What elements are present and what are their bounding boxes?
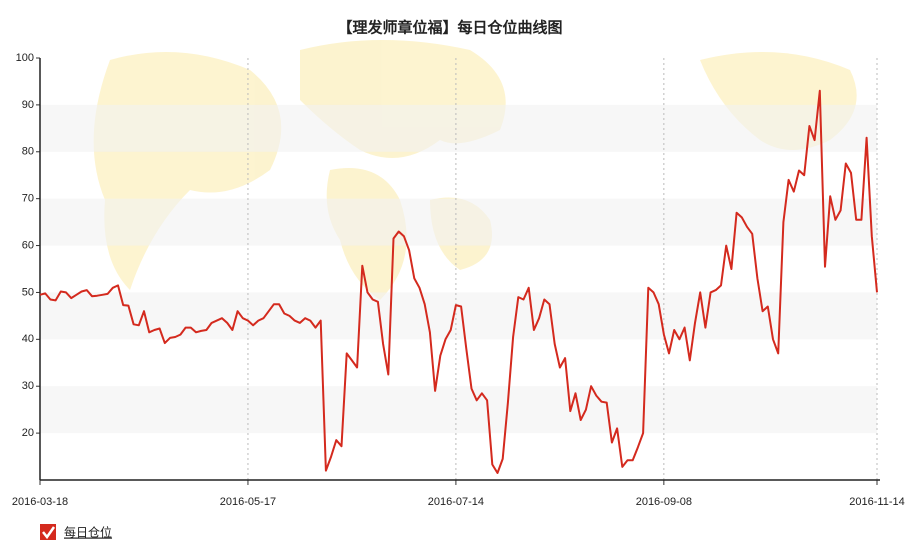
legend-label[interactable]: 每日仓位 bbox=[64, 525, 112, 540]
y-tick-label: 70 bbox=[22, 193, 34, 205]
y-tick-label: 80 bbox=[22, 146, 34, 158]
y-tick-label: 90 bbox=[22, 99, 34, 111]
series-line bbox=[39, 89, 878, 474]
grid-band bbox=[40, 292, 877, 340]
y-tick-label: 60 bbox=[22, 239, 34, 251]
check-icon bbox=[42, 526, 56, 540]
y-tick-label: 40 bbox=[22, 333, 34, 345]
map-background bbox=[93, 40, 857, 300]
grid-band bbox=[40, 386, 877, 434]
grid-band bbox=[40, 198, 877, 246]
grid-band bbox=[40, 104, 877, 152]
x-tick-label: 2016-09-08 bbox=[636, 496, 692, 508]
y-tick-label: 50 bbox=[22, 286, 34, 298]
y-tick-label: 30 bbox=[22, 380, 34, 392]
y-tick-label: 20 bbox=[22, 427, 34, 439]
x-tick-label: 2016-07-14 bbox=[428, 496, 484, 508]
chart-title: 【理发师章位福】每日仓位曲线图 bbox=[337, 19, 562, 37]
x-tick-label: 2016-03-18 bbox=[12, 496, 68, 508]
legend[interactable]: 每日仓位 bbox=[40, 524, 112, 540]
x-tick-label: 2016-05-17 bbox=[220, 496, 276, 508]
x-tick-label: 2016-11-14 bbox=[849, 496, 904, 508]
y-tick-label: 100 bbox=[16, 52, 34, 64]
